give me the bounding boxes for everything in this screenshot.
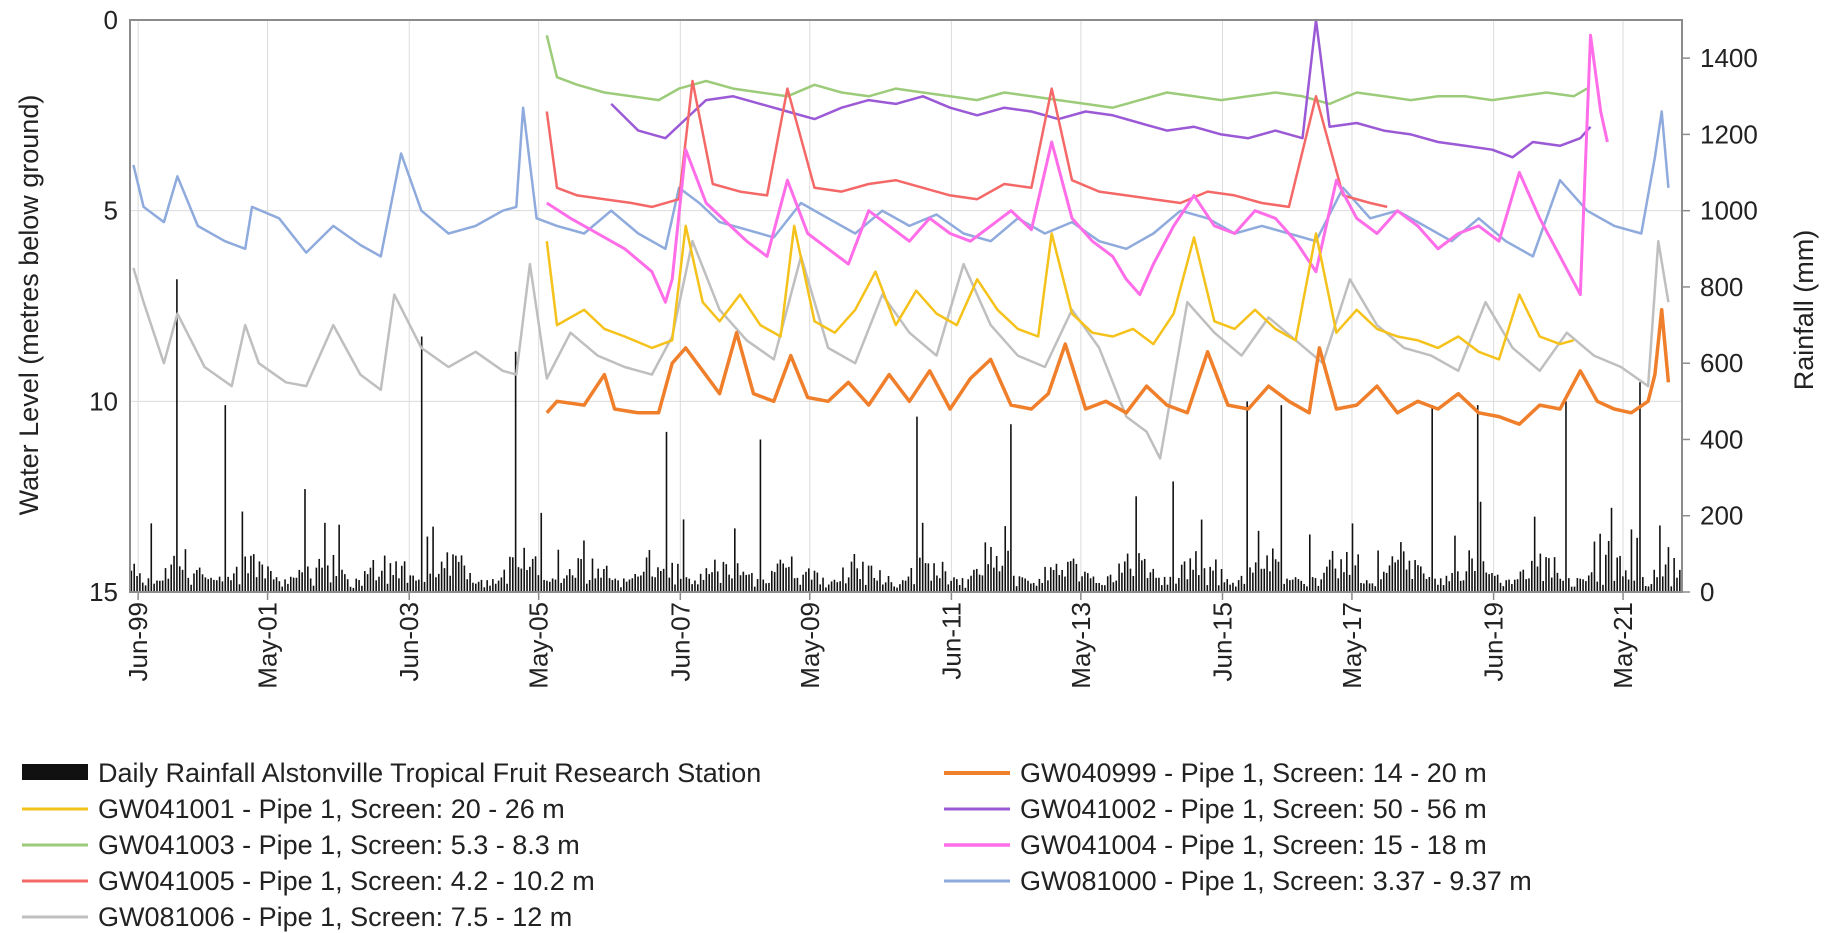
x-tick-label-1: May-01 <box>253 602 283 689</box>
x-tick-label-10: Jun-19 <box>1479 602 1509 682</box>
x-tick-label-6: Jun-11 <box>936 602 966 680</box>
series-line-5 <box>545 79 1388 209</box>
series-line-6 <box>132 106 1670 258</box>
legend-label-3: GW041002 - Pipe 1, Screen: 50 - 56 m <box>1020 794 1487 824</box>
legend-label-4: GW041003 - Pipe 1, Screen: 5.3 - 8.3 m <box>98 830 580 860</box>
left-tick-label-1: 5 <box>104 196 118 226</box>
series-line-7 <box>132 239 1670 460</box>
right-axis-title: Rainfall (mm) <box>1789 230 1819 391</box>
left-tick-label-2: 10 <box>89 386 118 416</box>
left-tick-label-0: 0 <box>104 5 118 35</box>
x-tick-label-0: Jun-99 <box>123 602 153 682</box>
legend-label-6: GW041005 - Pipe 1, Screen: 4.2 - 10.2 m <box>98 866 595 896</box>
series-line-3 <box>545 35 1588 109</box>
x-tick-label-4: Jun-07 <box>665 602 695 682</box>
left-axis-ticks: 0 5 10 15 <box>89 5 118 607</box>
left-axis-title: Water Level (metres below ground) <box>14 95 44 516</box>
right-axis-ticks: 0 200 400 600 800 1000 1200 1400 <box>1682 43 1758 607</box>
legend: Daily Rainfall Alstonville Tropical Frui… <box>22 758 1532 932</box>
legend-label-8: GW081006 - Pipe 1, Screen: 7.5 - 12 m <box>98 902 572 932</box>
x-tick-label-3: May-05 <box>524 602 554 689</box>
legend-label-5: GW041004 - Pipe 1, Screen: 15 - 18 m <box>1020 830 1487 860</box>
series-lines <box>132 18 1671 460</box>
series-line-1 <box>545 224 1574 361</box>
left-tick-label-3: 15 <box>89 577 118 607</box>
series-line-2 <box>610 18 1592 159</box>
series-line-0 <box>545 308 1671 426</box>
right-tick-label-5: 1000 <box>1700 196 1758 226</box>
legend-label-2: GW041001 - Pipe 1, Screen: 20 - 26 m <box>98 794 565 824</box>
legend-label-0: Daily Rainfall Alstonville Tropical Frui… <box>98 758 761 788</box>
right-tick-label-0: 0 <box>1700 577 1714 607</box>
x-tick-label-2: Jun-03 <box>394 602 424 682</box>
right-tick-label-7: 1400 <box>1700 43 1758 73</box>
x-tick-label-5: May-09 <box>795 602 825 689</box>
right-tick-label-2: 400 <box>1700 424 1743 454</box>
x-tick-label-7: May-13 <box>1066 602 1096 689</box>
legend-label-7: GW081000 - Pipe 1, Screen: 3.37 - 9.37 m <box>1020 866 1532 896</box>
right-tick-label-3: 600 <box>1700 348 1743 378</box>
x-tick-label-9: May-17 <box>1337 602 1367 689</box>
x-tick-label-11: May-21 <box>1608 602 1638 689</box>
right-tick-label-1: 200 <box>1700 501 1743 531</box>
plot-frame <box>129 19 1683 593</box>
right-tick-label-4: 800 <box>1700 272 1743 302</box>
x-tick-label-8: Jun-15 <box>1207 602 1237 682</box>
series-line-4 <box>545 33 1609 304</box>
right-tick-label-6: 1200 <box>1700 119 1758 149</box>
legend-swatch-rainfall <box>22 764 88 780</box>
x-axis-ticks: Jun-99 May-01 Jun-03 May-05 Jun-07 May-09 Jun-… <box>123 592 1638 689</box>
legend-label-1: GW040999 - Pipe 1, Screen: 14 - 20 m <box>1020 758 1487 788</box>
